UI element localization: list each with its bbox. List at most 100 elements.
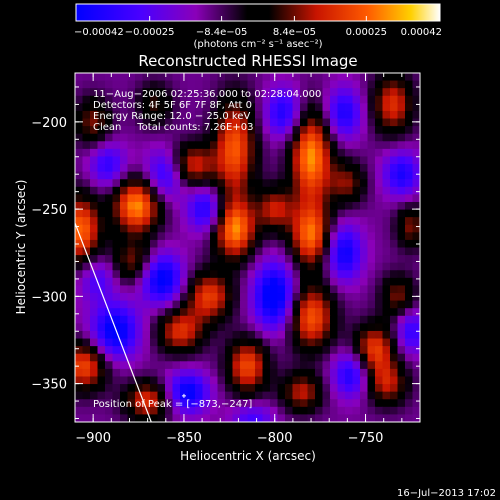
heatmap-cell [187,406,196,416]
heatmap-cell [405,270,414,279]
heatmap-cell [127,194,136,203]
heatmap-cell [262,118,271,127]
heatmap-cell [300,194,309,203]
heatmap-cell [142,330,151,340]
heatmap-cell [367,194,376,203]
heatmap-cell [172,346,181,355]
heatmap-cell [337,209,346,218]
heatmap-cell [172,353,181,362]
heatmap-cell [82,384,91,393]
heatmap-cell [352,164,361,173]
heatmap-cell [232,224,241,233]
heatmap-cell [247,209,256,218]
heatmap-cell [262,414,271,422]
heatmap-cell [337,262,346,271]
heatmap-cell [127,171,136,180]
heatmap-cell [397,224,406,233]
heatmap-cell [157,164,166,173]
heatmap-cell [75,103,84,112]
heatmap-cell [202,414,211,422]
heatmap-cell [315,164,324,173]
heatmap-cell [232,164,241,173]
heatmap-cell [157,323,166,332]
heatmap-cell [292,247,301,256]
heatmap-cell [75,88,84,97]
heatmap-cell [210,224,219,233]
heatmap-cell [150,118,159,127]
heatmap-cell [315,308,324,317]
heatmap-cell [330,353,339,362]
heatmap-cell [150,194,159,203]
heatmap-cell [240,73,249,82]
heatmap-cell [217,399,226,408]
heatmap-cell [127,323,136,332]
heatmap-cell [210,330,219,340]
heatmap-cell [382,239,391,249]
heatmap-cell [360,338,369,347]
heatmap-cell [157,376,166,385]
heatmap-cell [390,361,399,370]
heatmap-cell [195,232,204,241]
heatmap-cell [382,338,391,347]
heatmap-cell [202,384,211,393]
heatmap-cell [240,186,249,195]
heatmap-cell [262,126,271,135]
heatmap-cell [120,148,129,158]
heatmap-cell [292,118,301,127]
heatmap-cell [105,224,114,233]
heatmap-cell [330,391,339,400]
heatmap-cell [202,361,211,370]
heatmap-cell [142,148,151,158]
heatmap-cell [232,338,241,347]
heatmap-cell [120,270,129,279]
heatmap-cell [390,338,399,347]
heatmap-cell [360,277,369,287]
heatmap-cell [352,323,361,332]
heatmap-cell [397,103,406,112]
heatmap-cell [360,308,369,317]
heatmap-cell [142,338,151,347]
heatmap-cell [225,285,234,294]
heatmap-cell [127,80,136,89]
heatmap-cell [75,179,84,188]
heatmap-cell [240,95,249,104]
heatmap-cell [210,399,219,408]
heatmap-cell [217,194,226,203]
heatmap-cell [105,110,114,120]
heatmap-cell [367,186,376,195]
heatmap-cell [277,179,286,188]
heatmap-cell [405,368,414,378]
heatmap-cell [262,315,271,324]
heatmap-cell [90,323,99,332]
heatmap-cell [157,95,166,104]
heatmap-cell [225,376,234,385]
heatmap-cell [367,232,376,241]
heatmap-cell [187,338,196,347]
heatmap-cell [135,239,144,249]
heatmap-cell [150,80,159,89]
heatmap-cell [285,247,294,256]
colorbar-tick-label: 0.00042 [401,27,442,38]
heatmap-cell [307,103,316,112]
heatmap-cell [307,110,316,120]
heatmap-cell [337,179,346,188]
heatmap-cell [172,308,181,317]
heatmap-cell [210,353,219,362]
heatmap-cell [330,217,339,226]
heatmap-cell [390,315,399,324]
heatmap-cell [97,133,106,142]
heatmap-cell [390,118,399,127]
heatmap-cell [150,414,159,422]
heatmap-cell [277,201,286,211]
heatmap-cell [322,399,331,408]
heatmap-cell [112,414,121,422]
heatmap-cell [232,88,241,97]
heatmap-cell [337,376,346,385]
heatmap-cell [112,148,121,158]
heatmap-cell [262,186,271,195]
heatmap-cell [97,247,106,256]
heatmap-cell [135,110,144,120]
heatmap-cell [300,315,309,324]
heatmap-cell [142,346,151,355]
heatmap-cell [255,247,264,256]
